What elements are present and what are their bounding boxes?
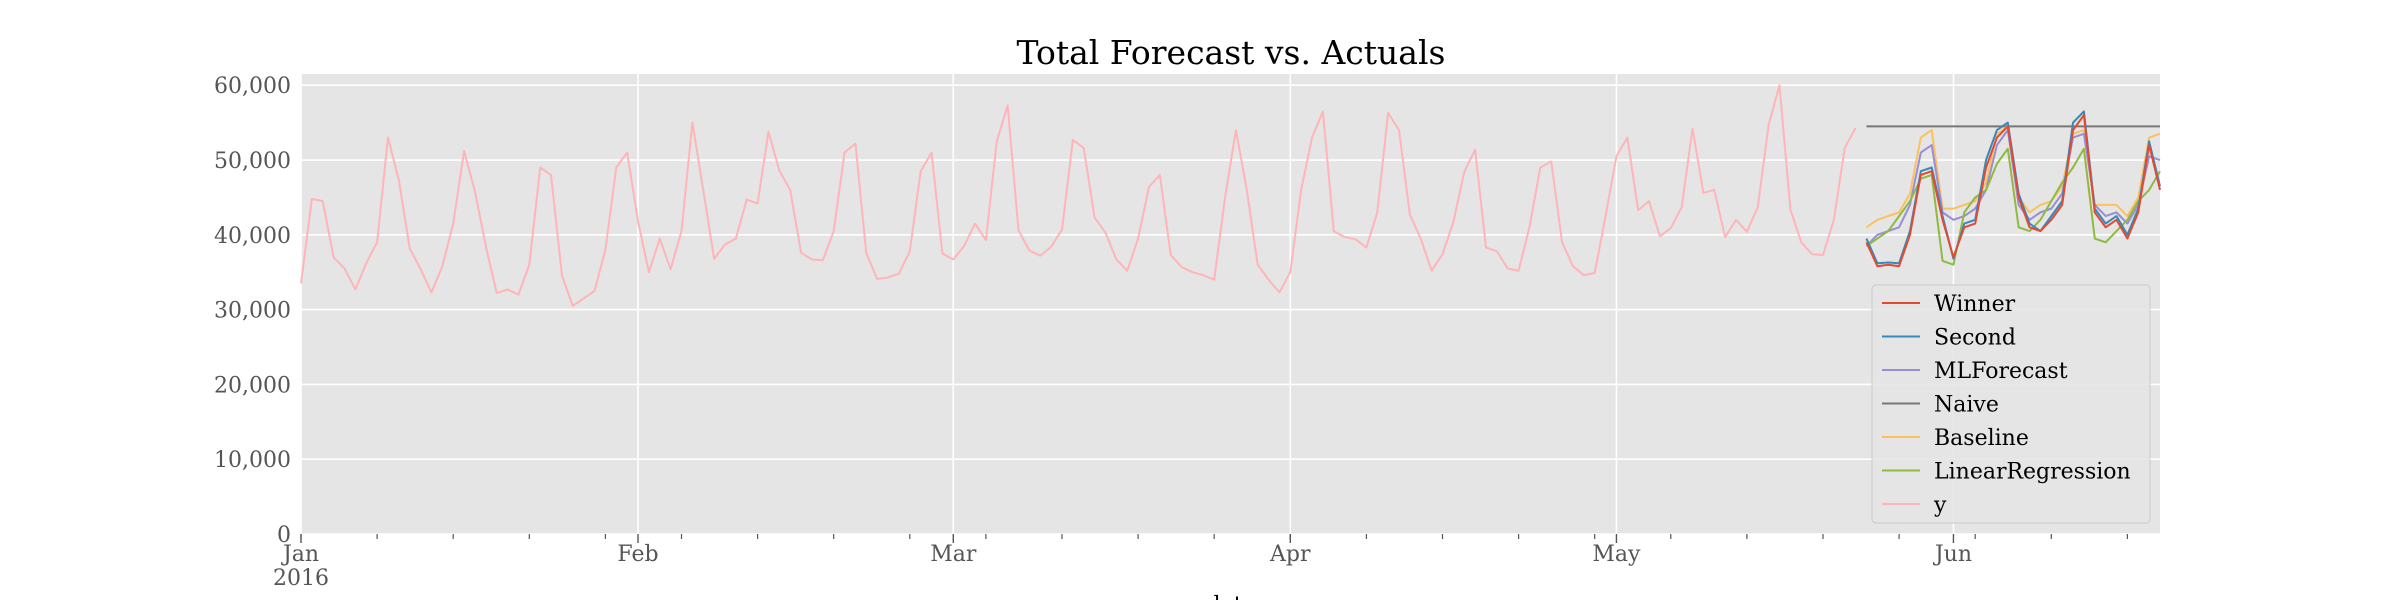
legend: Winner Second MLForecast Naive Baseline Linea…: [1871, 284, 2151, 524]
x-axis-label: date: [1206, 593, 1255, 600]
y-tick-label: 30,000: [214, 299, 291, 324]
x-tick-label: Mar: [930, 542, 977, 567]
plot-area: [301, 74, 2160, 534]
legend-label-second: Second: [1934, 326, 2016, 351]
legend-label-baseline: Baseline: [1934, 426, 2029, 451]
series-line-winner: [1865, 114, 2161, 268]
chart-title: Total Forecast vs. Actuals: [1017, 33, 1446, 72]
y-tick-label: 40,000: [214, 224, 291, 249]
y-tick-label: 20,000: [214, 373, 291, 398]
legend-box: [1871, 284, 2151, 524]
y-tick-label: 0: [277, 523, 291, 548]
legend-label-naive: Naive: [1934, 393, 1999, 418]
y-tick-label: 50,000: [214, 149, 291, 174]
legend-label-winner: Winner: [1934, 292, 2016, 317]
y-tick-label: 10,000: [214, 448, 291, 473]
x-tick-sublabel: 2016: [273, 566, 329, 591]
legend-label-mlforecast: MLForecast: [1934, 359, 2068, 384]
y-axis-ticks: 0 10,000 20,000 30,000 40,000 50,000 60,000: [214, 74, 291, 548]
x-tick-label: May: [1592, 542, 1641, 567]
legend-label-y: y: [1933, 493, 1947, 518]
x-tick-label: Apr: [1269, 542, 1311, 567]
legend-label-linearregression: LinearRegression: [1934, 460, 2131, 485]
x-tick-label: Feb: [617, 542, 658, 567]
series-line-y: [300, 84, 1857, 307]
y-tick-label: 60,000: [214, 74, 291, 99]
x-tick-label: Jun: [1933, 542, 1972, 567]
series-line-linearregression: [1865, 147, 2161, 266]
series-lines: [300, 84, 2161, 307]
grid-lines: [300, 74, 2160, 535]
x-tick-label: Jan: [281, 542, 319, 567]
